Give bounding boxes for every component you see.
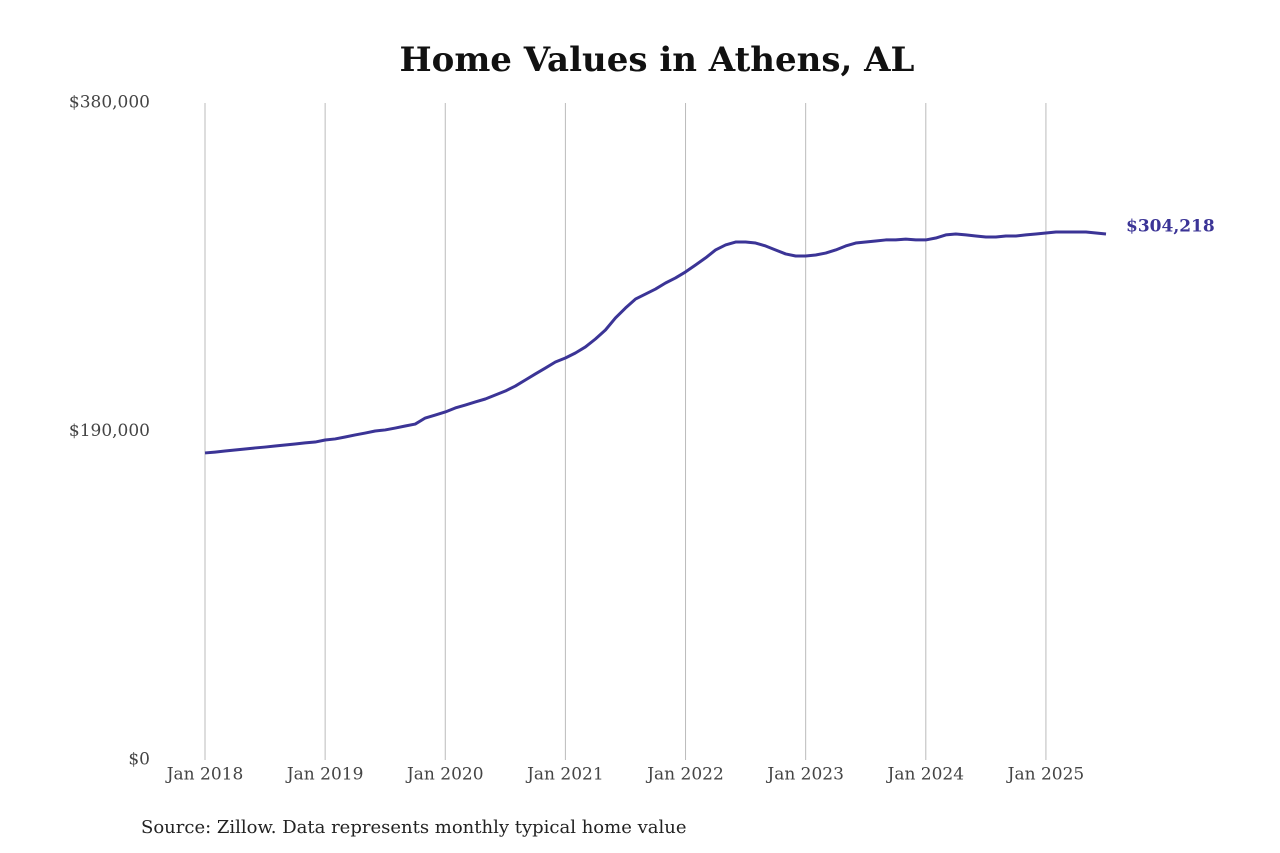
x-tick-label: Jan 2023: [765, 765, 844, 785]
x-tick-label: Jan 2024: [886, 765, 965, 785]
x-tick-label: Jan 2022: [645, 765, 724, 785]
x-tick-label: Jan 2020: [405, 765, 484, 785]
x-tick-label: Jan 2025: [1006, 765, 1085, 785]
x-tick-label: Jan 2019: [285, 765, 364, 785]
y-tick-label: $0: [128, 750, 150, 770]
source-note: Source: Zillow. Data represents monthly …: [141, 817, 687, 838]
x-tick-label: Jan 2021: [525, 765, 604, 785]
chart-title: Home Values in Athens, AL: [400, 40, 915, 80]
line: [204, 230, 1107, 455]
y-tick-label: $380,000: [69, 93, 150, 113]
x-tick-label: Jan 2018: [165, 765, 244, 785]
y-tick-label: $190,000: [69, 421, 150, 441]
value-label: $304,218: [1126, 217, 1215, 237]
